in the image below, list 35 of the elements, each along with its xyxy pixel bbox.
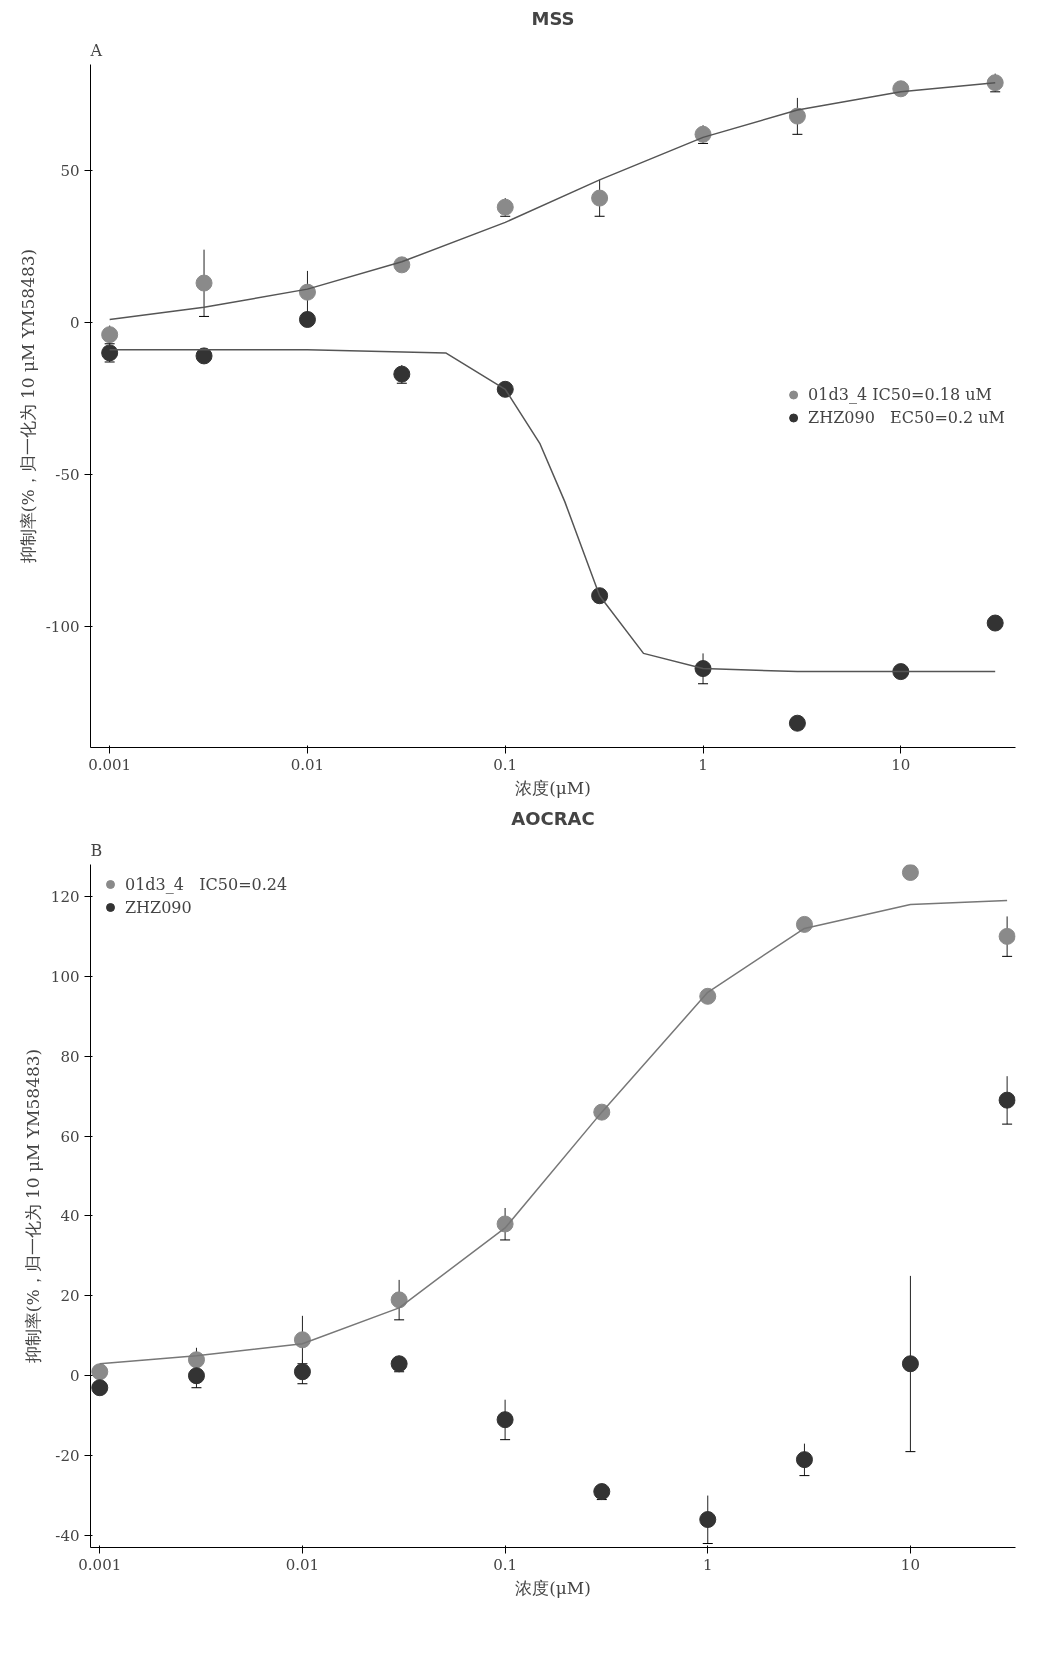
chart-title: MSS [531,7,575,29]
y-tick-label: -50 [55,465,80,484]
text: B [90,840,103,860]
legend-label: 01d3_4 IC50=0.18 uM [808,384,992,404]
y-axis-title: 抑制率(%，归一化为 10 μM YM58483) [17,248,38,564]
text: A [89,40,103,60]
y-tick-label: 20 [60,1287,80,1306]
y-tick-label: -20 [55,1447,80,1466]
x-tick-label: 0.001 [78,1555,122,1574]
y-tick-label: 50 [60,162,80,181]
y-tick-label: 40 [60,1207,80,1226]
y-tick-label: -100 [45,617,80,636]
x-tick-label: 1 [702,1555,713,1574]
y-tick-label: 120 [50,887,80,906]
y-axis-title: 抑制率(%，归一化为 10 μM YM58483) [22,1048,43,1364]
x-tick-label: 10 [900,1555,920,1574]
x-tick-label: 0.001 [88,755,132,774]
y-tick-label: 0 [69,1367,80,1386]
x-axis-title: 浓度(μM) [515,1577,591,1598]
y-tick-label: 100 [50,967,80,986]
y-tick-label: -40 [55,1527,80,1546]
y-tick-label: 80 [60,1047,80,1066]
legend-label: ZHZ090 EC50=0.2 uM [808,407,1005,427]
x-tick-label: 0.01 [290,755,325,774]
x-tick-label: 1 [698,755,708,774]
x-axis-title: 浓度(μM) [515,777,591,798]
chart-title: AOCRAC [511,807,595,829]
y-tick-label: 0 [69,314,80,333]
legend-label: ZHZ090 [125,897,192,917]
y-tick-label: 60 [60,1127,80,1146]
x-tick-label: 0.1 [493,755,518,774]
x-tick-label: 0.1 [493,1555,518,1574]
x-tick-label: 0.01 [285,1555,320,1574]
x-tick-label: 10 [891,755,911,774]
legend-label: 01d3_4 IC50=0.24 [125,874,288,894]
